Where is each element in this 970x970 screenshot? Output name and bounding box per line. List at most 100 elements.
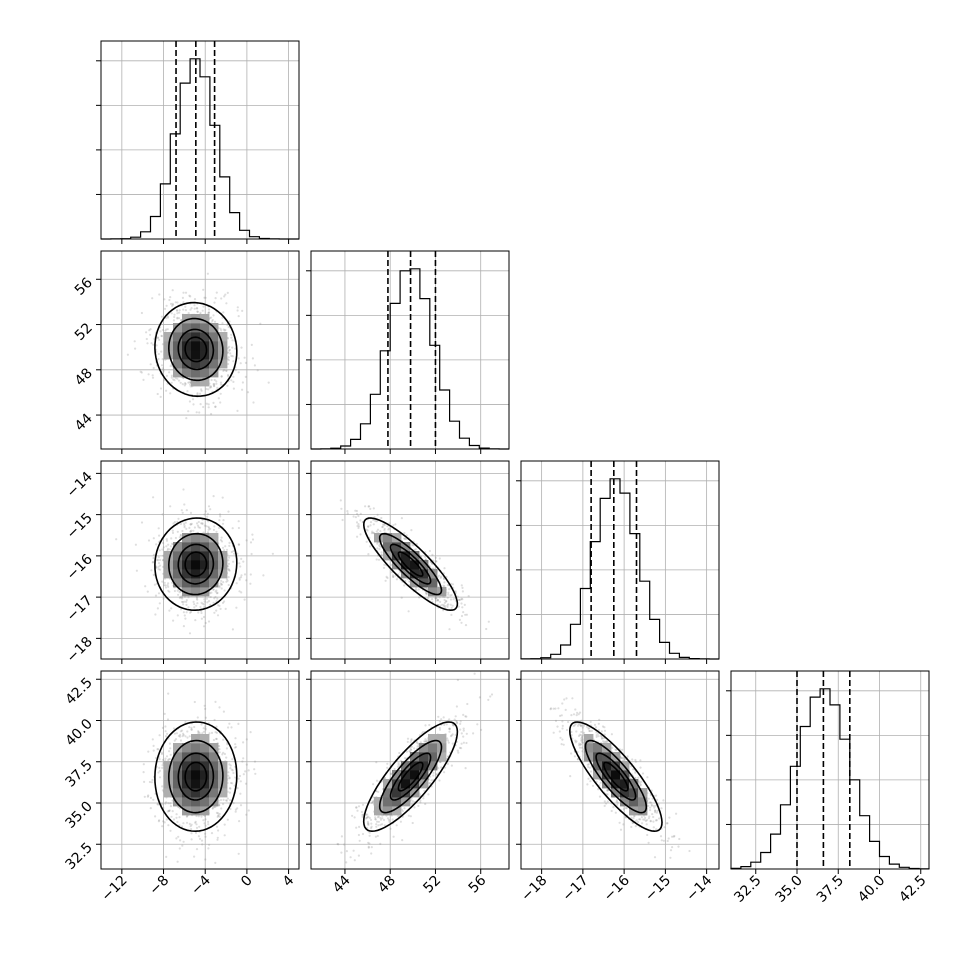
scatter-point — [238, 820, 241, 823]
scatter-point — [210, 316, 213, 319]
scatter-point — [445, 600, 448, 603]
scatter-point — [182, 308, 185, 311]
scatter-point — [160, 752, 164, 756]
scatter-point — [190, 307, 193, 310]
scatter-point — [378, 548, 381, 551]
scatter-point — [223, 752, 226, 756]
scatter-point — [212, 588, 215, 591]
scatter-point — [212, 495, 215, 498]
scatter-point — [134, 347, 137, 350]
scatter-point — [458, 598, 461, 601]
density-cell — [173, 752, 183, 762]
scatter-point — [353, 816, 356, 819]
scatter-point — [173, 521, 176, 524]
scatter-point — [379, 842, 382, 846]
scatter-point — [174, 301, 177, 304]
scatter-point — [135, 569, 138, 572]
scatter-point — [242, 560, 245, 563]
scatter-point — [237, 777, 240, 780]
scatter-point — [175, 813, 178, 816]
scatter-point — [134, 543, 137, 546]
ticks — [96, 60, 290, 244]
scatter-point — [198, 526, 202, 529]
scatter-point — [152, 343, 155, 346]
scatter-point — [371, 800, 374, 803]
scatter-point — [152, 537, 155, 540]
scatter-point — [212, 588, 215, 591]
scatter-point — [231, 758, 234, 761]
scatter-point — [221, 496, 224, 499]
scatter-point — [196, 392, 199, 395]
scatter-point — [228, 763, 231, 766]
scatter-point — [195, 307, 198, 310]
scatter-point — [186, 730, 189, 733]
scatter-point — [345, 850, 348, 853]
scatter-point — [215, 592, 219, 595]
scatter-point — [147, 794, 150, 797]
density-cell — [218, 761, 228, 771]
scatter-point — [169, 296, 172, 299]
scatter-point — [207, 600, 211, 603]
scatter-point — [410, 738, 413, 741]
scatter-point — [195, 823, 198, 826]
scatter-point — [447, 591, 450, 594]
scatter-point — [490, 693, 494, 696]
density-cell — [392, 560, 402, 570]
scatter-point — [167, 802, 170, 805]
scatter-point — [224, 293, 227, 296]
scatter-point — [453, 718, 456, 721]
scatter-point — [464, 715, 467, 718]
density-cell — [401, 761, 411, 771]
scatter-point — [190, 728, 193, 731]
scatter-point — [154, 613, 157, 616]
scatter-point — [200, 389, 203, 392]
scatter-point — [376, 542, 379, 545]
density-cell — [173, 743, 183, 753]
scatter-point — [241, 309, 244, 312]
scatter-point — [197, 730, 200, 733]
scatter-point — [200, 815, 203, 818]
scatter-point — [185, 611, 188, 614]
scatter-point — [218, 513, 222, 516]
scatter-point — [201, 602, 204, 605]
scatter-point — [167, 758, 170, 761]
scatter-point — [367, 815, 370, 818]
scatter-point — [204, 824, 207, 827]
scatter-point — [234, 737, 237, 740]
scatter-point — [450, 593, 453, 597]
scatter-point — [360, 810, 363, 814]
scatter-point — [229, 781, 233, 785]
scatter-point — [388, 527, 391, 530]
scatter-point — [175, 816, 178, 819]
scatter-point — [447, 739, 450, 742]
scatter-point — [161, 726, 164, 730]
scatter-point — [208, 843, 211, 846]
scatter-point — [204, 727, 207, 730]
density-cell — [191, 569, 201, 579]
scatter-point — [170, 312, 173, 315]
scatter-point — [158, 602, 161, 605]
scatter-point — [219, 392, 222, 395]
scatter-point — [449, 735, 453, 738]
scatter-point — [222, 738, 225, 741]
scatter-point — [181, 296, 184, 299]
scatter-point — [195, 595, 199, 599]
contour-line-2 — [389, 543, 432, 585]
scatter-point — [442, 609, 445, 612]
scatter-point — [370, 827, 373, 830]
scatter-point — [438, 779, 441, 782]
scatter-point — [446, 584, 449, 587]
scatter-point — [178, 596, 182, 600]
scatter-point — [397, 762, 400, 765]
scatter-point — [215, 725, 218, 728]
scatter-point — [368, 842, 371, 845]
scatter-point — [361, 815, 364, 818]
scatter-point — [220, 807, 223, 810]
scatter-point — [369, 818, 373, 822]
scatter-point — [160, 315, 163, 318]
scatter-point — [203, 606, 206, 609]
scatter-point — [165, 328, 168, 331]
scatter-point — [186, 390, 189, 393]
scatter-point — [228, 787, 232, 790]
scatter-point — [367, 845, 370, 848]
